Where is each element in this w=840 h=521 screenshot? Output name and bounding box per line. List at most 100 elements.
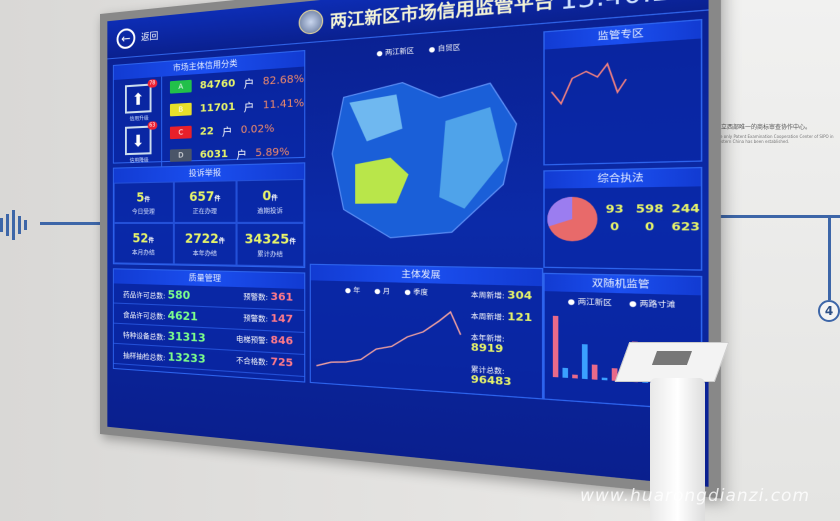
supervision-bar bbox=[562, 367, 569, 378]
development-stat: 累计总数: 96483 bbox=[466, 359, 542, 396]
legend-item[interactable]: 自贸区 bbox=[429, 41, 461, 54]
complaint-stat[interactable]: 2722件 本年办结 bbox=[173, 222, 237, 266]
development-line-chart bbox=[311, 297, 466, 385]
supervision-bar bbox=[572, 374, 578, 379]
enforcement-value: 623 bbox=[671, 221, 700, 235]
supervision-bar bbox=[552, 315, 559, 378]
quality-value: 13233 bbox=[167, 350, 206, 367]
development-stat: 本年新增: 8919 bbox=[466, 327, 542, 363]
stat-label: 逾期投诉 bbox=[257, 207, 283, 215]
supervision-bar bbox=[581, 344, 588, 380]
warning-panel: 监管专区 bbox=[543, 18, 703, 166]
credit-panel: 市场主体信用分类 ⬆ 78 信用升级 ⬇ 63 信用降级 A 84760 户 82.68%… bbox=[112, 49, 306, 168]
stat-label: 今日受理 bbox=[131, 208, 155, 216]
stat-label: 本周新增: bbox=[470, 312, 505, 323]
kiosk-terminal bbox=[614, 342, 730, 382]
development-stat: 本周新增: 304 bbox=[466, 284, 542, 308]
quality-value: 31313 bbox=[167, 329, 206, 346]
complaint-stat[interactable]: 5件今日受理 bbox=[113, 181, 174, 223]
back-button[interactable]: ← 返回 bbox=[116, 25, 158, 50]
grade-count: 6031 bbox=[199, 147, 229, 161]
stat-value: 52 bbox=[132, 230, 149, 245]
warning-label: 预警数: bbox=[243, 292, 269, 302]
kiosk-screen bbox=[651, 351, 693, 365]
grade-unit: 户 bbox=[236, 149, 247, 162]
stat-label: 正在办理 bbox=[192, 207, 217, 216]
stat-value: 96483 bbox=[470, 374, 512, 389]
warning-series-line bbox=[552, 63, 627, 104]
grade-count: 11701 bbox=[199, 100, 236, 115]
enforcement-value: 598 bbox=[635, 203, 664, 217]
grade-badge: B bbox=[170, 102, 192, 117]
warning-value: 846 bbox=[270, 334, 294, 348]
quality-label: 食品许可总数: bbox=[123, 310, 166, 322]
legend-item[interactable]: 两江新区 bbox=[376, 45, 414, 58]
stat-value: 34325 bbox=[244, 230, 290, 247]
warning-label: 预警数: bbox=[243, 313, 269, 324]
quality-label: 抽样抽检总数: bbox=[123, 351, 166, 363]
watermark: www.huarongdianzi.com bbox=[580, 486, 811, 506]
grade-unit: 户 bbox=[243, 101, 255, 115]
warning-label: 不合格数: bbox=[236, 356, 269, 367]
upgrade-button[interactable]: ⬆ 78 bbox=[124, 79, 158, 114]
wall-caption: 设立西部唯一的商标审查协作中心。 The only Patent Examinat… bbox=[715, 122, 835, 144]
complaints-panel: 投诉举报 5件 今日受理 657件 正在办理 0件 逾期投诉 52件 本月办结 2722件 本年办… bbox=[112, 162, 306, 269]
complaint-stat[interactable]: 52件 本月办结 bbox=[113, 222, 174, 265]
wall-logo-icon bbox=[0, 210, 27, 240]
quality-value: 4621 bbox=[167, 308, 198, 324]
complaint-stat[interactable]: 657件正在办理 bbox=[173, 180, 237, 223]
step-4-marker: 4 bbox=[818, 300, 840, 322]
warning-value: 147 bbox=[270, 312, 294, 326]
supervision-bar bbox=[591, 364, 598, 380]
stat-unit: 件 bbox=[218, 237, 225, 245]
stat-value: 5 bbox=[136, 189, 145, 205]
arrow-up-icon: ⬆ bbox=[131, 88, 145, 109]
warning-value: 361 bbox=[270, 291, 294, 304]
warning-label: 电梯预警: bbox=[236, 334, 269, 346]
caption-cn: 设立西部唯一的商标审查协作中心。 bbox=[715, 124, 812, 131]
grade-count: 22 bbox=[199, 125, 214, 138]
legend-item[interactable]: 两路寸滩 bbox=[629, 297, 676, 310]
stat-value: 8919 bbox=[470, 342, 504, 356]
downgrade-button[interactable]: ⬇ 63 bbox=[124, 121, 158, 156]
timeline-line bbox=[40, 222, 105, 225]
district-map[interactable] bbox=[310, 50, 537, 257]
upgrade-count: 78 bbox=[147, 79, 158, 88]
dashboard-screen: ←返回 两江新区市场信用监管平台 13:40:25 市场主体信用分类 ⬆78 信… bbox=[107, 0, 709, 487]
stat-label: 本年办结 bbox=[192, 249, 217, 258]
back-arrow-icon: ← bbox=[116, 27, 136, 50]
legend-item[interactable]: 月 bbox=[374, 285, 390, 296]
grade-pct: 11.41% bbox=[262, 96, 305, 112]
stat-label: 本周新增: bbox=[470, 291, 505, 301]
display-frame: ←返回 两江新区市场信用监管平台 13:40:25 市场主体信用分类 ⬆78 信… bbox=[100, 0, 721, 499]
warning-value: 725 bbox=[270, 356, 294, 370]
stat-value: 304 bbox=[507, 290, 533, 303]
arrow-down-icon: ⬇ bbox=[131, 130, 145, 151]
legend-item[interactable]: 两江新区 bbox=[568, 295, 612, 308]
emblem-icon bbox=[298, 8, 324, 36]
map-region[interactable] bbox=[332, 76, 516, 239]
stat-unit: 件 bbox=[148, 236, 155, 245]
stat-unit: 件 bbox=[214, 194, 221, 203]
grade-badge: D bbox=[170, 148, 192, 162]
timeline-line bbox=[620, 215, 840, 218]
map-panel: 两江新区 自贸区 bbox=[310, 32, 537, 263]
downgrade-label: 信用降级 bbox=[129, 157, 149, 165]
grade-unit: 户 bbox=[222, 126, 233, 139]
complaint-stat[interactable]: 0件 逾期投诉 bbox=[236, 178, 305, 223]
enforcement-panel: 综合执法 93 598 244 0 0 623 bbox=[543, 166, 703, 271]
stat-label: 累计办结 bbox=[257, 250, 283, 259]
stat-unit: 件 bbox=[144, 195, 151, 204]
grade-badge: A bbox=[170, 79, 192, 94]
legend-item[interactable]: 季度 bbox=[404, 286, 428, 298]
legend-item[interactable]: 年 bbox=[345, 285, 360, 295]
stat-value: 657 bbox=[189, 188, 215, 204]
complaint-stat[interactable]: 34325件 累计办结 bbox=[236, 222, 305, 267]
caption-en: The only Patent Examination Cooperation … bbox=[715, 134, 834, 144]
panel-title: 综合执法 bbox=[544, 168, 701, 189]
stat-value: 0 bbox=[262, 187, 272, 203]
enforcement-value: 244 bbox=[671, 203, 700, 217]
stat-unit: 件 bbox=[289, 237, 296, 246]
quality-panel: 质量管理 药品许可总数: 580 预警数: 361 食品许可总数: 4621 预警数:… bbox=[112, 268, 306, 383]
